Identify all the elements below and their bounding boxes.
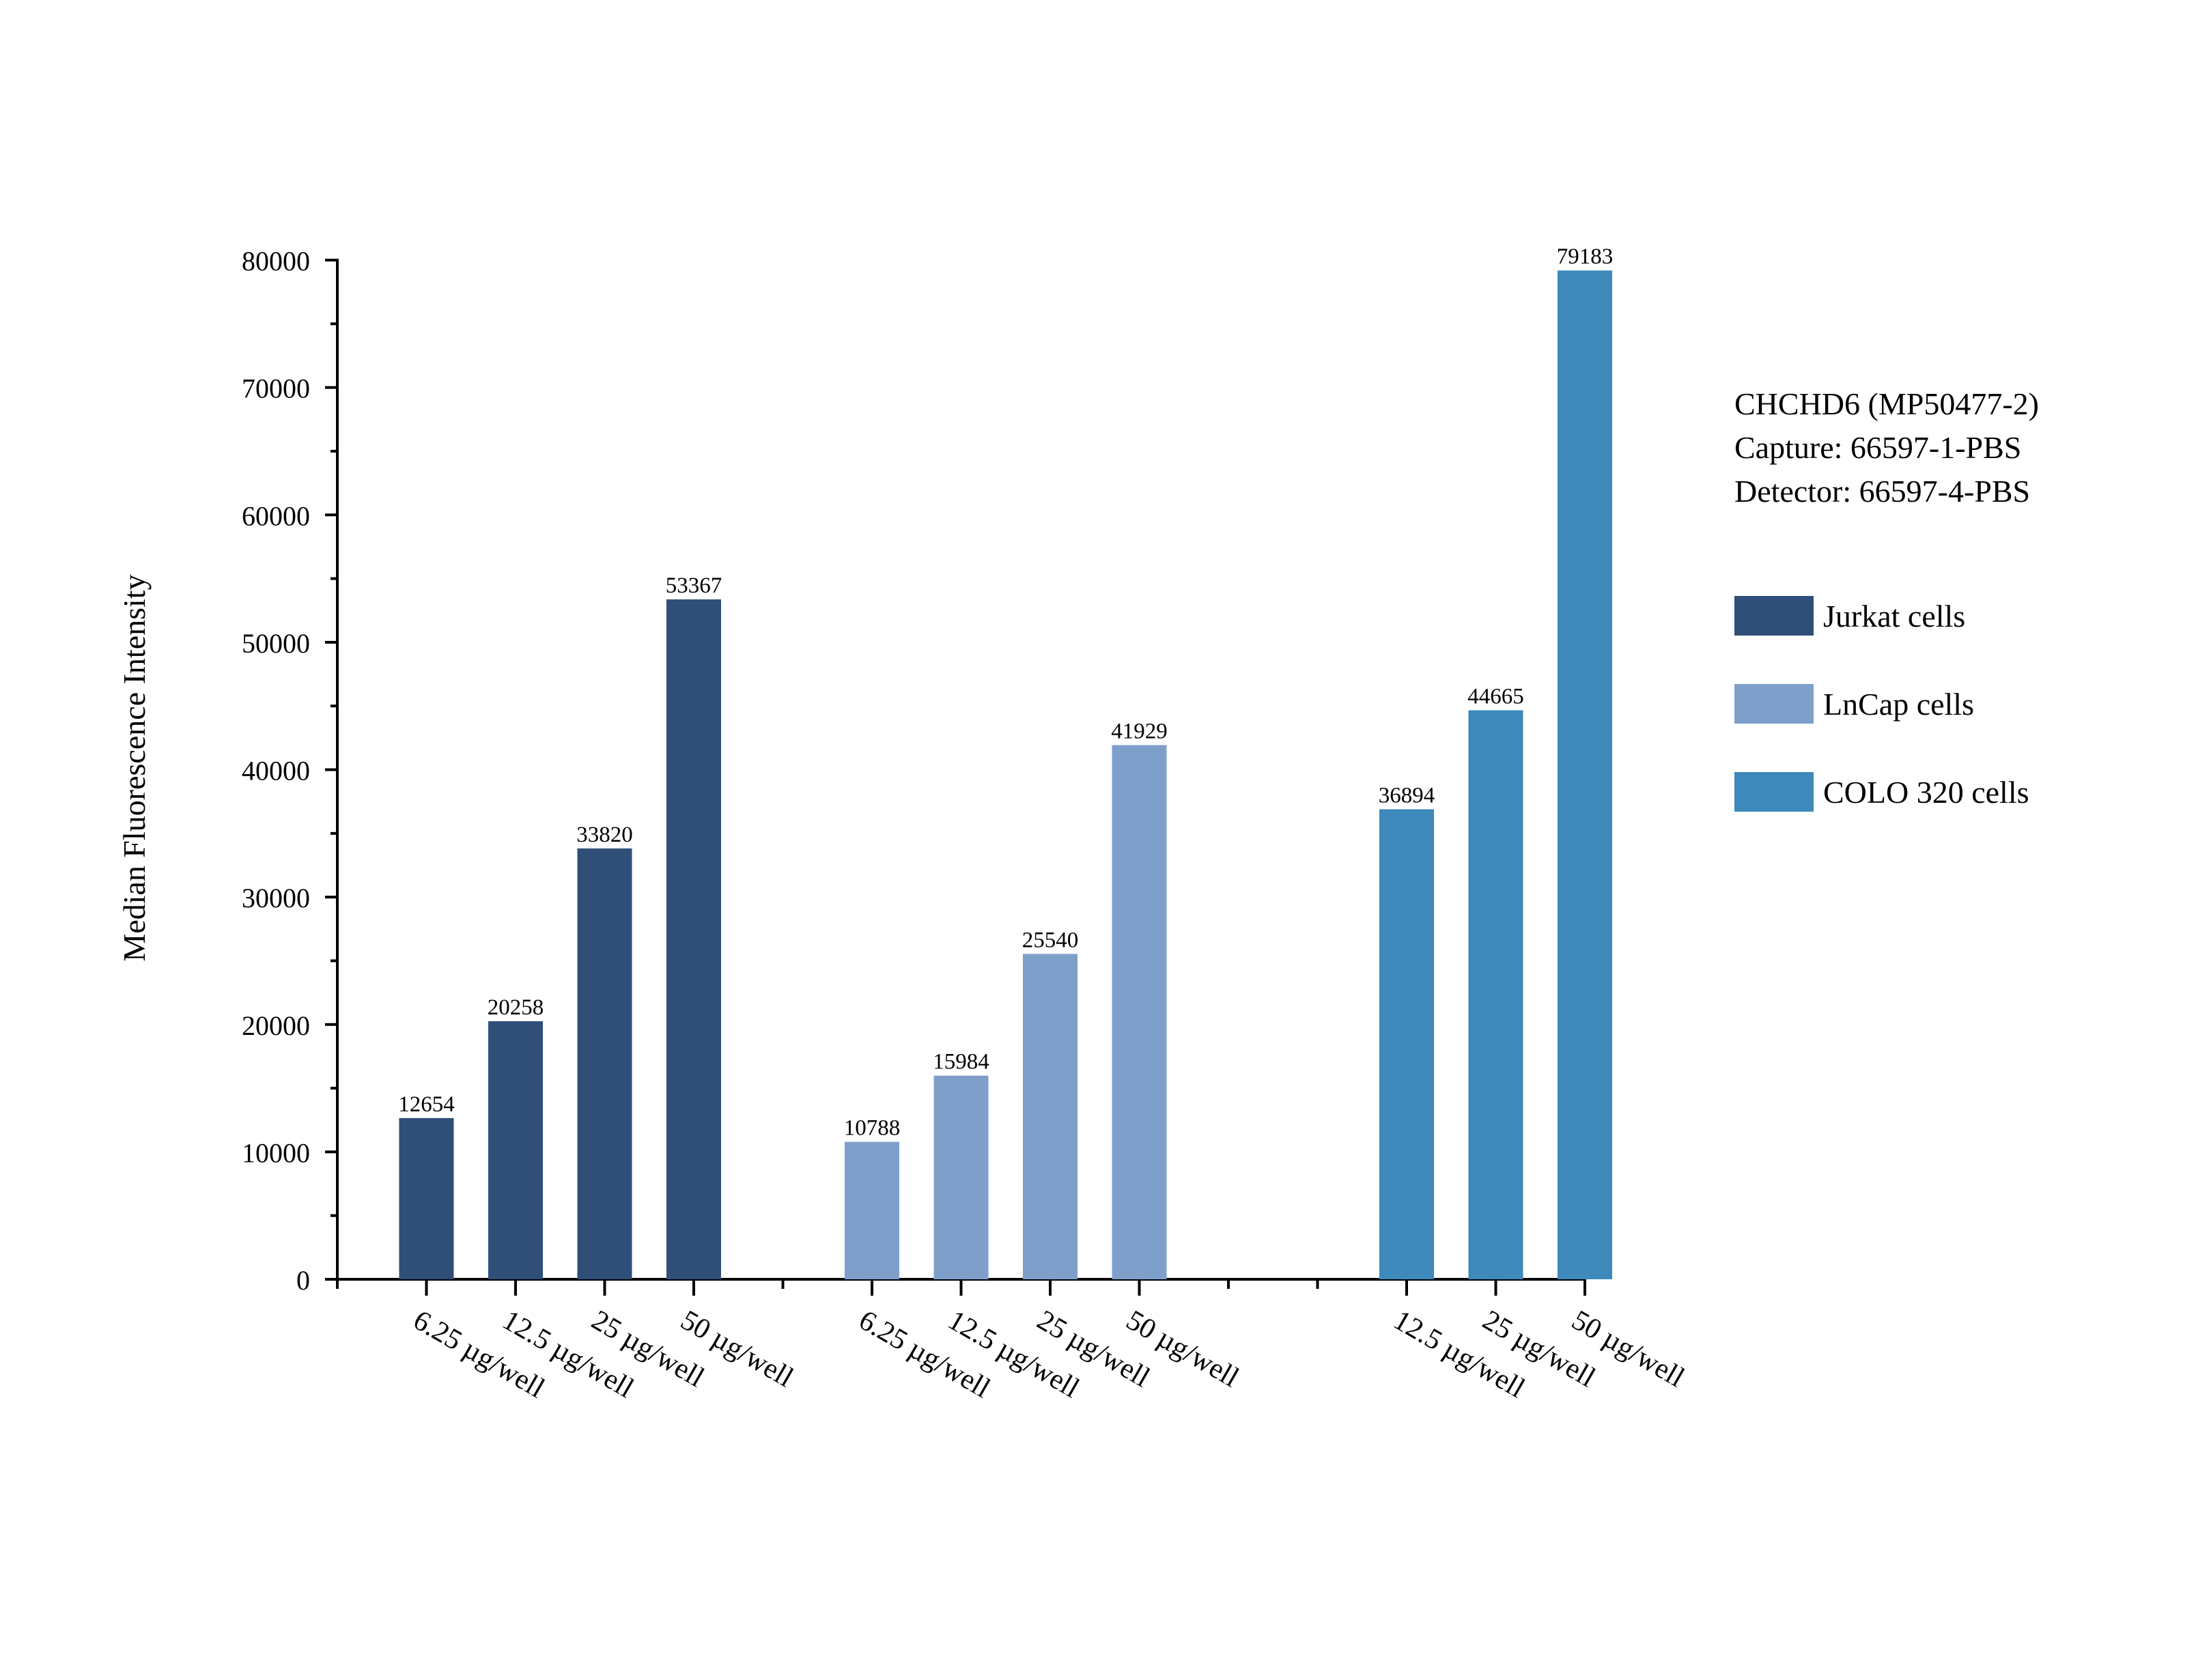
legend-item-lncap: LnCap cells [1734, 682, 2029, 726]
y-tick-label: 80000 [242, 246, 310, 276]
y-tick-label: 0 [296, 1265, 310, 1296]
bar [933, 1075, 989, 1279]
chart-legend: Jurkat cells LnCap cells COLO 320 cells [1734, 594, 2029, 858]
bar [845, 1141, 899, 1279]
info-line-detector: Detector: 66597-4-PBS [1734, 474, 2031, 509]
info-line-capture: Capture: 66597-1-PBS [1734, 430, 2022, 465]
data-label: 20258 [488, 995, 544, 1020]
data-label: 12654 [398, 1092, 455, 1117]
data-label: 41929 [1111, 720, 1168, 744]
info-line-assay: CHCHD6 (MP50477-2) [1734, 386, 2039, 421]
bar [1023, 954, 1078, 1279]
chart-info: CHCHD6 (MP50477-2) Capture: 66597-1-PBS … [1734, 382, 2039, 513]
y-tick-label: 60000 [242, 500, 310, 531]
data-label: 79183 [1557, 244, 1614, 269]
bar [1112, 745, 1167, 1279]
legend-item-colo320: COLO 320 cells [1734, 770, 2029, 814]
data-label: 44665 [1467, 684, 1524, 709]
y-tick-label: 50000 [242, 628, 310, 659]
data-label: 53367 [666, 573, 722, 598]
legend-swatch-jurkat [1734, 596, 1814, 636]
y-tick-label: 40000 [242, 756, 310, 786]
bar [1468, 710, 1523, 1279]
data-label: 36894 [1379, 783, 1435, 808]
y-tick-label: 70000 [242, 373, 310, 404]
chart-axes: 0 10000 20000 30000 40000 50000 60000 70000 8000… [242, 246, 1586, 1296]
legend-swatch-colo320 [1734, 772, 1814, 812]
bar [488, 1021, 543, 1279]
data-label: 25540 [1022, 928, 1079, 952]
chart-bars [399, 270, 1612, 1279]
data-label: 33820 [576, 823, 633, 847]
legend-label-lncap: LnCap cells [1823, 686, 1974, 722]
bar [1558, 270, 1612, 1279]
legend-item-jurkat: Jurkat cells [1734, 594, 2029, 638]
bar [1379, 809, 1434, 1279]
legend-label-jurkat: Jurkat cells [1823, 598, 1966, 633]
legend-label-colo320: COLO 320 cells [1823, 774, 2029, 810]
legend-swatch-lncap [1734, 684, 1814, 724]
y-tick-label: 10000 [242, 1137, 310, 1168]
y-tick-label: 20000 [242, 1010, 310, 1041]
bar [666, 599, 721, 1279]
bar [399, 1117, 454, 1279]
y-axis-label: Median Fluorescence Intensity [117, 574, 152, 961]
bar [577, 848, 632, 1279]
data-label: 15984 [933, 1050, 989, 1074]
y-tick-label: 30000 [242, 883, 310, 913]
data-label: 10788 [844, 1116, 901, 1141]
